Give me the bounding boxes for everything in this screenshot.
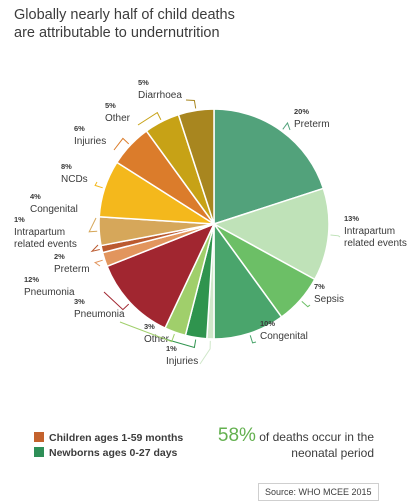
pie-slice-0 xyxy=(213,108,325,226)
legend-label-newborns: Newborns ages 0-27 days xyxy=(49,447,178,459)
source-note: Source: WHO MCEE 2015 xyxy=(258,483,379,501)
slice-pct-label-11: 8% xyxy=(61,162,72,171)
legend-swatch-children xyxy=(34,432,44,442)
leader-line-14 xyxy=(185,99,197,109)
leader-line-1 xyxy=(330,234,341,238)
slice-name-label-6: Pneumonia xyxy=(74,309,125,320)
slice-name-label-13: Other xyxy=(105,113,131,124)
slice-pct-label-14: 5% xyxy=(138,78,149,87)
slice-pct-label-0: 20% xyxy=(294,107,309,116)
leader-line-9 xyxy=(90,244,100,253)
leader-line-12 xyxy=(113,137,130,151)
slice-pct-label-8: 2% xyxy=(54,252,65,261)
slice-pct-label-5: 3% xyxy=(144,322,155,331)
stat-value: 58% xyxy=(217,425,256,446)
slice-name-label-0: Preterm xyxy=(294,119,330,130)
slice-name-label-1: Intrapartum xyxy=(344,226,395,237)
chart-title: Globally nearly half of child deaths are… xyxy=(14,6,235,42)
slice-pct-label-4: 1% xyxy=(166,344,177,353)
pie-slice-3 xyxy=(213,221,283,340)
slice-name-label-7: Pneumonia xyxy=(24,287,75,298)
leader-line-11 xyxy=(94,181,103,189)
slice-pct-label-1: 13% xyxy=(344,214,359,223)
slice-name-label-1-line2: related events xyxy=(344,238,407,249)
leader-line-6 xyxy=(119,321,175,343)
title-line-1: Globally nearly half of child deaths xyxy=(14,7,235,23)
slice-pct-label-10: 4% xyxy=(30,192,41,201)
leader-line-13 xyxy=(137,111,162,126)
leader-line-8 xyxy=(93,259,103,267)
leader-line-7 xyxy=(103,291,130,311)
slice-pct-label-9: 1% xyxy=(14,215,25,224)
leader-line-4 xyxy=(199,340,211,365)
slice-name-label-9-line2: related events xyxy=(14,239,77,250)
slice-name-label-4: Injuries xyxy=(166,356,198,367)
slice-name-label-12: Injuries xyxy=(74,136,106,147)
slice-pct-label-2: 7% xyxy=(314,282,325,291)
neonatal-stat: 58% of deaths occur in the neonatal peri… xyxy=(206,425,374,461)
slice-name-label-11: NCDs xyxy=(61,174,88,185)
legend-swatch-newborns xyxy=(34,447,44,457)
legend-newborns: Newborns ages 0-27 days xyxy=(34,447,177,459)
slice-pct-label-12: 6% xyxy=(74,124,85,133)
slice-name-label-3: Congenital xyxy=(260,331,308,342)
slice-name-label-5: Other xyxy=(144,334,170,345)
leader-line-10 xyxy=(88,217,98,233)
leader-line-3 xyxy=(249,335,257,344)
slice-pct-label-6: 3% xyxy=(74,297,85,306)
leader-line-2 xyxy=(301,301,311,308)
title-line-2: are attributable to undernutrition xyxy=(14,25,220,41)
slice-pct-label-3: 10% xyxy=(260,319,275,328)
legend-label-children: Children ages 1-59 months xyxy=(49,432,184,444)
stat-text: of deaths occur in the neonatal period xyxy=(259,430,374,460)
leader-line-0 xyxy=(282,121,291,131)
legend-children: Children ages 1-59 months xyxy=(34,432,183,444)
pie-slice-1 xyxy=(212,187,330,281)
leader-line-5 xyxy=(164,338,197,349)
slice-name-label-9: Intrapartum xyxy=(14,227,65,238)
slice-name-label-8: Preterm xyxy=(54,264,90,275)
pie-slice-7 xyxy=(106,222,216,330)
slice-name-label-14: Diarrhoea xyxy=(138,90,182,101)
slice-name-label-2: Sepsis xyxy=(314,294,344,305)
slice-pct-label-13: 5% xyxy=(105,101,116,110)
pie-slice-14 xyxy=(177,108,215,225)
slice-name-label-10: Congenital xyxy=(30,204,78,215)
slice-pct-label-7: 12% xyxy=(24,275,39,284)
